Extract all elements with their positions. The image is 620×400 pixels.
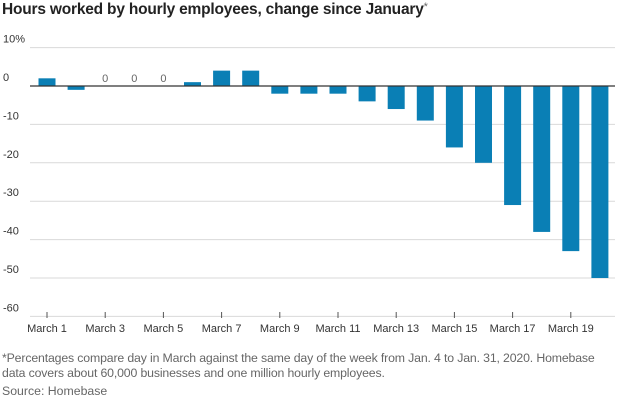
bar-data-label: 0 — [102, 73, 108, 85]
chart-footnote: *Percentages compare day in March agains… — [2, 351, 595, 380]
y-tick-label: -60 — [3, 302, 19, 314]
bar — [300, 86, 318, 94]
x-tick-label: March 13 — [373, 323, 419, 335]
x-tick-label: March 5 — [144, 323, 184, 335]
bar — [562, 86, 580, 252]
bar — [329, 86, 347, 94]
x-tick-label: March 11 — [315, 323, 360, 335]
bar — [387, 86, 405, 110]
bar — [591, 86, 609, 278]
chart-source: Source: Homebase — [2, 384, 108, 398]
x-tick-label: March 3 — [85, 323, 125, 335]
title-footnote-mark: * — [423, 1, 428, 13]
y-tick-label: -10 — [3, 110, 19, 122]
labels: 10% 0 -10 -20 -30 -40 -50 -60 0 0 0 March 1 March 3 M… — [3, 34, 594, 335]
x-tick-label: March 9 — [260, 323, 300, 335]
bar — [213, 70, 231, 86]
chart-title-text: Hours worked by hourly employees, change… — [2, 1, 424, 18]
y-tick-label: -50 — [3, 264, 19, 276]
bar-chart: 10% 0 -10 -20 -30 -40 -50 -60 0 0 0 March 1 March 3 M… — [3, 34, 615, 335]
y-tick-label: 0 — [3, 72, 9, 84]
bar — [184, 82, 201, 86]
y-tick-label: 10% — [3, 34, 25, 46]
y-tick-label: -30 — [3, 187, 19, 199]
bar — [416, 86, 434, 121]
bar — [533, 86, 551, 232]
zero-axis — [30, 85, 615, 318]
bar — [67, 86, 85, 90]
bar — [358, 86, 376, 102]
x-tick-label: March 17 — [490, 323, 536, 335]
x-tick-label: March 1 — [27, 323, 67, 335]
bar — [504, 86, 522, 206]
x-tick-label: March 19 — [548, 323, 594, 335]
gridlines — [30, 47, 615, 317]
bars — [38, 70, 609, 278]
y-tick-label: -40 — [3, 226, 19, 238]
bar — [38, 78, 56, 86]
x-tick-label: March 15 — [431, 323, 477, 335]
bar — [475, 86, 492, 163]
bar — [242, 70, 260, 86]
bar-data-label: 0 — [160, 73, 166, 85]
chart-title: Hours worked by hourly employees, change… — [2, 1, 428, 19]
y-tick-label: -20 — [3, 149, 19, 161]
bar — [271, 86, 289, 94]
bar-data-label: 0 — [131, 73, 137, 85]
bar — [445, 86, 463, 148]
x-tick-label: March 7 — [202, 323, 242, 335]
